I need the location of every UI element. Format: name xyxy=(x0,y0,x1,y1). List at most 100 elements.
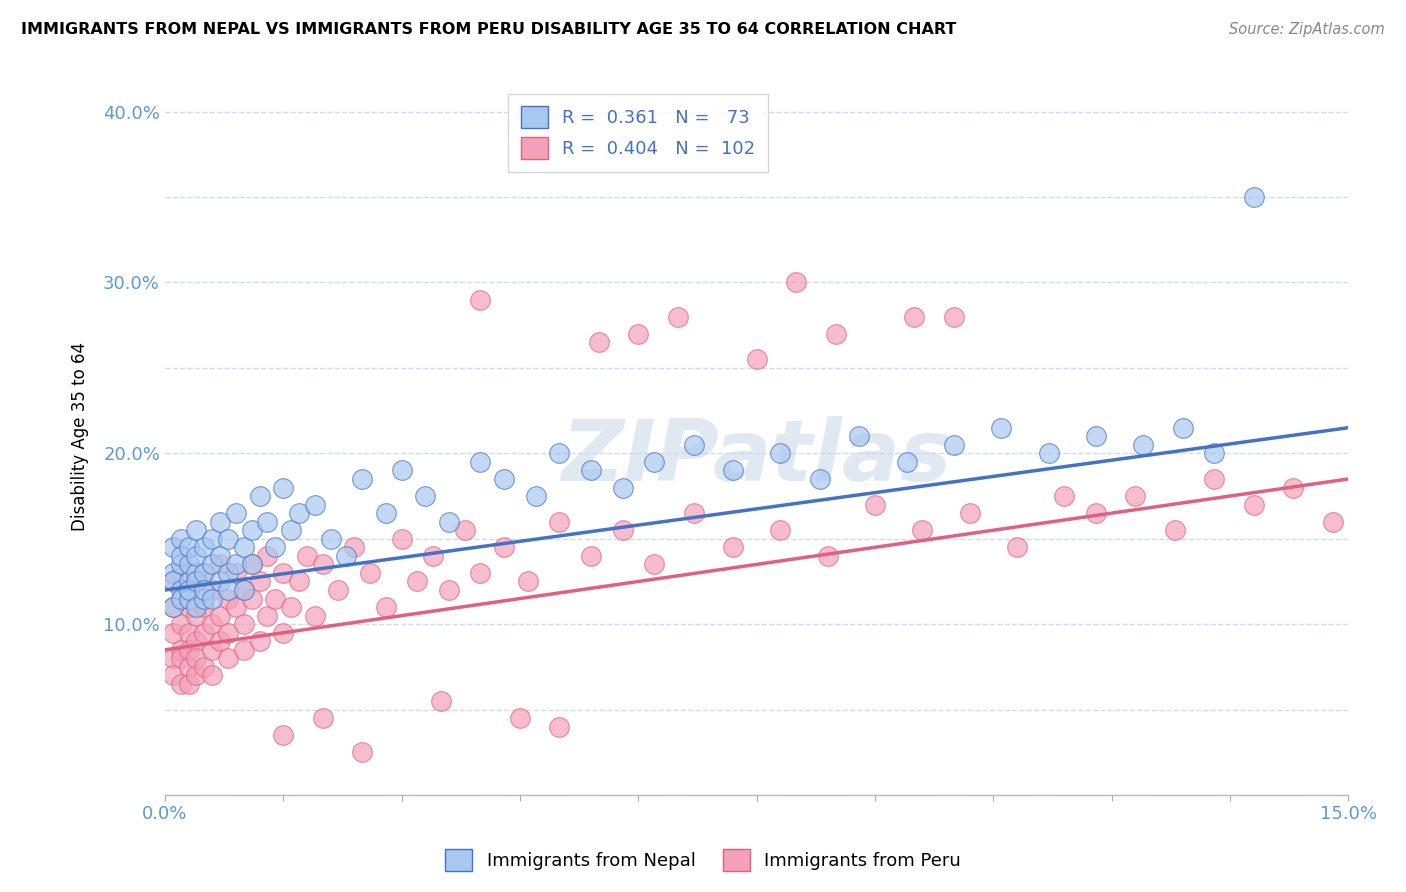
Point xyxy=(295,549,318,563)
Point xyxy=(271,625,294,640)
Point xyxy=(682,506,704,520)
Point xyxy=(785,276,807,290)
Point xyxy=(162,574,184,589)
Point xyxy=(643,558,665,572)
Point xyxy=(169,549,191,563)
Point xyxy=(201,643,224,657)
Point xyxy=(193,625,215,640)
Point xyxy=(177,591,200,606)
Point xyxy=(1084,429,1107,443)
Point xyxy=(186,668,208,682)
Point xyxy=(470,566,492,580)
Point xyxy=(328,582,350,597)
Point xyxy=(162,668,184,682)
Point xyxy=(169,582,191,597)
Point xyxy=(169,566,191,580)
Point xyxy=(942,438,965,452)
Point xyxy=(470,293,492,307)
Point xyxy=(169,558,191,572)
Point xyxy=(217,591,239,606)
Text: ZIPatlas: ZIPatlas xyxy=(561,417,952,500)
Point xyxy=(437,515,460,529)
Point xyxy=(232,617,254,632)
Point xyxy=(169,651,191,665)
Point xyxy=(209,558,232,572)
Point xyxy=(186,608,208,623)
Text: IMMIGRANTS FROM NEPAL VS IMMIGRANTS FROM PERU DISABILITY AGE 35 TO 64 CORRELATIO: IMMIGRANTS FROM NEPAL VS IMMIGRANTS FROM… xyxy=(21,22,956,37)
Point xyxy=(256,515,278,529)
Point xyxy=(352,472,374,486)
Point xyxy=(1038,446,1060,460)
Point xyxy=(666,310,689,324)
Point xyxy=(990,420,1012,434)
Point xyxy=(579,549,602,563)
Point xyxy=(177,558,200,572)
Point xyxy=(769,446,792,460)
Point xyxy=(808,472,831,486)
Point xyxy=(817,549,839,563)
Point xyxy=(1171,420,1194,434)
Point xyxy=(359,566,381,580)
Point xyxy=(169,677,191,691)
Point xyxy=(319,532,342,546)
Point xyxy=(193,582,215,597)
Point xyxy=(848,429,870,443)
Point xyxy=(548,446,571,460)
Point xyxy=(162,600,184,615)
Point xyxy=(911,523,934,537)
Point xyxy=(494,541,516,555)
Point xyxy=(201,617,224,632)
Point xyxy=(413,489,436,503)
Point xyxy=(201,532,224,546)
Point xyxy=(588,335,610,350)
Point xyxy=(162,541,184,555)
Point xyxy=(612,523,634,537)
Point xyxy=(177,625,200,640)
Point xyxy=(225,558,247,572)
Point xyxy=(256,608,278,623)
Point xyxy=(240,558,263,572)
Point xyxy=(217,532,239,546)
Point xyxy=(494,472,516,486)
Point xyxy=(162,625,184,640)
Point xyxy=(232,643,254,657)
Point xyxy=(311,711,333,725)
Point xyxy=(721,541,744,555)
Legend: R =  0.361   N =   73, R =  0.404   N =  102: R = 0.361 N = 73, R = 0.404 N = 102 xyxy=(509,94,768,172)
Point xyxy=(271,481,294,495)
Point xyxy=(193,566,215,580)
Point xyxy=(352,745,374,759)
Point xyxy=(209,574,232,589)
Point xyxy=(217,625,239,640)
Point xyxy=(186,549,208,563)
Point xyxy=(169,643,191,657)
Point xyxy=(249,634,271,648)
Point xyxy=(209,608,232,623)
Point xyxy=(406,574,429,589)
Point xyxy=(548,720,571,734)
Point xyxy=(1204,446,1226,460)
Point xyxy=(311,558,333,572)
Point xyxy=(209,549,232,563)
Point xyxy=(959,506,981,520)
Point xyxy=(1053,489,1076,503)
Point xyxy=(1132,438,1154,452)
Point xyxy=(271,566,294,580)
Point xyxy=(162,600,184,615)
Point xyxy=(1282,481,1305,495)
Point xyxy=(240,558,263,572)
Point xyxy=(627,326,650,341)
Point xyxy=(162,574,184,589)
Point xyxy=(186,523,208,537)
Point xyxy=(177,660,200,674)
Point xyxy=(201,558,224,572)
Point xyxy=(1204,472,1226,486)
Point xyxy=(209,634,232,648)
Point xyxy=(177,643,200,657)
Point xyxy=(470,455,492,469)
Point xyxy=(177,574,200,589)
Point xyxy=(682,438,704,452)
Point xyxy=(177,582,200,597)
Point xyxy=(516,574,538,589)
Point xyxy=(225,506,247,520)
